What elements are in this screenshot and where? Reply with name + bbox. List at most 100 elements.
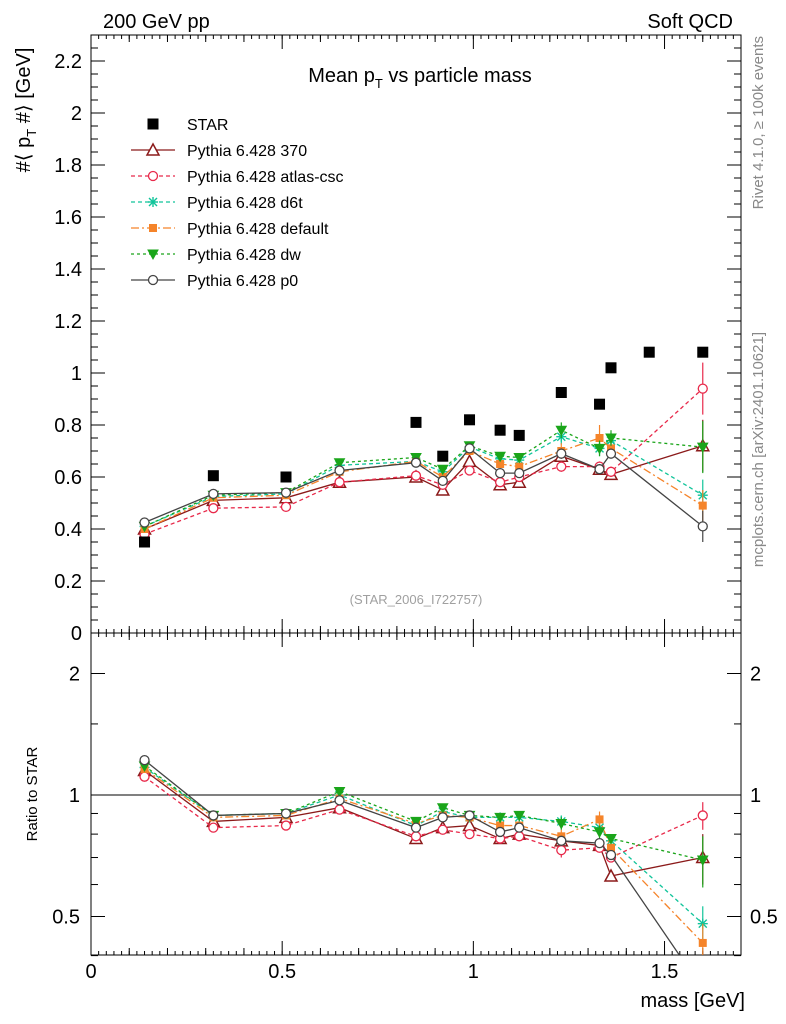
series-5-ratio-point — [556, 835, 567, 846]
header-left: 200 GeV pp — [103, 11, 210, 33]
star-data-point — [207, 470, 219, 482]
legend-label-3: Pythia 6.428 default — [187, 221, 329, 238]
x-tick-label: 0.5 — [268, 961, 296, 983]
series-4-point — [555, 425, 568, 437]
series-3-ratio-point — [496, 821, 505, 830]
series-5-ratio-point — [594, 837, 605, 849]
series-5-point — [594, 464, 605, 475]
x-tick-label: 0 — [85, 961, 96, 983]
star-data-point — [280, 471, 292, 483]
star-data-point — [139, 536, 151, 548]
series-5-point — [494, 467, 506, 479]
series-4-ratio-point — [410, 816, 422, 828]
series-4-ratio-point — [605, 834, 617, 845]
series-1-point — [556, 461, 567, 472]
series-1-ratio-point — [280, 820, 292, 831]
series-4-point — [436, 464, 449, 476]
series-5-point — [556, 448, 567, 459]
header-right: Soft QCD — [647, 11, 733, 33]
title-part-1: Mean p — [308, 65, 375, 87]
series-1-ratio-point — [556, 845, 567, 856]
series-0-point — [462, 453, 477, 468]
star-data-point — [594, 398, 606, 410]
main-series-layer — [137, 362, 711, 542]
series-1-point — [334, 477, 345, 488]
series-1-ratio-point — [410, 831, 422, 842]
y-tick-label: 1.2 — [54, 311, 82, 333]
ratio-y-tick-label: 1 — [69, 785, 80, 807]
series-5-point — [697, 521, 708, 532]
star-data-point — [513, 429, 525, 441]
legend: STAR Pythia 6.428 370 Pythia 6.428 atlas-c… — [131, 117, 344, 290]
title-sub: T — [375, 76, 383, 91]
star-data-point — [494, 424, 506, 436]
title-part-2: vs particle mass — [383, 65, 532, 87]
mcplots-label: mcplots.cern.ch [arXiv:2401.10621] — [750, 332, 767, 567]
star-data-point — [643, 346, 655, 358]
legend-label-5: Pythia 6.428 p0 — [187, 273, 298, 290]
series-4-ratio-line — [144, 765, 703, 861]
series-1-ratio-point — [334, 804, 345, 815]
ratio-y-tick-label-right: 1 — [750, 785, 761, 807]
legend-label-2: Pythia 6.428 d6t — [187, 195, 303, 212]
series-3-point — [595, 434, 604, 442]
series-5-ratio-point — [208, 810, 219, 821]
legend-star-label: STAR — [187, 117, 228, 134]
ratio-y-tick-label-right: 0.5 — [750, 907, 778, 929]
series-3-point — [496, 460, 505, 468]
plot-title: Mean pT vs particle mass — [308, 65, 532, 91]
rivet-label: Rivet 4.1.0, ≥ 100k events — [750, 36, 767, 209]
legend-label-4: Pythia 6.428 dw — [187, 247, 301, 264]
series-1-ratio-point — [139, 771, 150, 782]
series-4-ratio-point — [513, 810, 526, 822]
series-4-ratio-point — [494, 812, 506, 824]
legend-marker-3 — [149, 224, 157, 232]
series-2-line — [144, 435, 704, 527]
star-data-layer — [139, 346, 709, 548]
series-2-ratio-line — [144, 766, 704, 925]
series-3-ratio-point — [595, 815, 604, 824]
y-tick-label: 0.4 — [54, 519, 82, 541]
star-data-point — [464, 414, 476, 426]
legend-star-marker — [147, 118, 159, 130]
y-tick-label: 1.4 — [54, 259, 82, 281]
series-0-ratio-line — [144, 769, 703, 877]
ratio-panel-frame — [90, 632, 742, 956]
y-tick-label: 0.2 — [54, 571, 82, 593]
series-1-point — [280, 501, 292, 513]
y-tick-label: 2 — [71, 103, 82, 125]
series-4-ratio-point — [555, 818, 568, 830]
series-5-ratio-point — [494, 826, 506, 838]
star-data-point — [605, 362, 617, 374]
series-5-ratio-point — [514, 822, 525, 833]
series-4-point — [333, 458, 346, 469]
series-1-point — [464, 465, 475, 476]
y-title-part-1: #⟨ p — [13, 137, 35, 173]
star-data-point — [437, 450, 449, 462]
series-5-point — [410, 457, 422, 468]
series-5-ratio-point — [410, 822, 422, 833]
ratio-y-tick-label: 0.5 — [52, 907, 80, 929]
series-1-ratio-point — [437, 824, 448, 835]
y-tick-label: 1 — [71, 363, 82, 385]
y-axis-title: #⟨ pT #⟩ [GeV] — [13, 48, 39, 173]
series-3-point — [698, 501, 707, 510]
analysis-watermark: (STAR_2006_I722757) — [350, 592, 483, 607]
series-5-ratio-point — [334, 795, 345, 806]
series-5-ratio-point — [280, 808, 292, 819]
legend-marker-5 — [147, 274, 159, 286]
axis-tick-labels: 0 0.5 1 1.5 0 0.2 0.4 0.6 0.8 1 1.2 1.4 1.6 1.8 2 2.2 0.… — [52, 51, 778, 983]
y-tick-label: 0 — [71, 623, 82, 645]
y-tick-label: 1.6 — [54, 207, 82, 229]
ratio-y-tick-label-right: 2 — [750, 664, 761, 686]
y-tick-label: 2.2 — [54, 51, 82, 73]
y-tick-label: 0.6 — [54, 467, 82, 489]
series-1-ratio-point — [697, 810, 708, 821]
series-1-point — [605, 466, 617, 477]
series-1-ratio-point — [208, 822, 219, 833]
legend-marker-1 — [147, 170, 159, 182]
series-5-ratio-point — [437, 812, 448, 823]
ratio-y-axis-title: Ratio to STAR — [24, 746, 41, 841]
legend-label-1: Pythia 6.428 atlas-csc — [187, 169, 344, 186]
